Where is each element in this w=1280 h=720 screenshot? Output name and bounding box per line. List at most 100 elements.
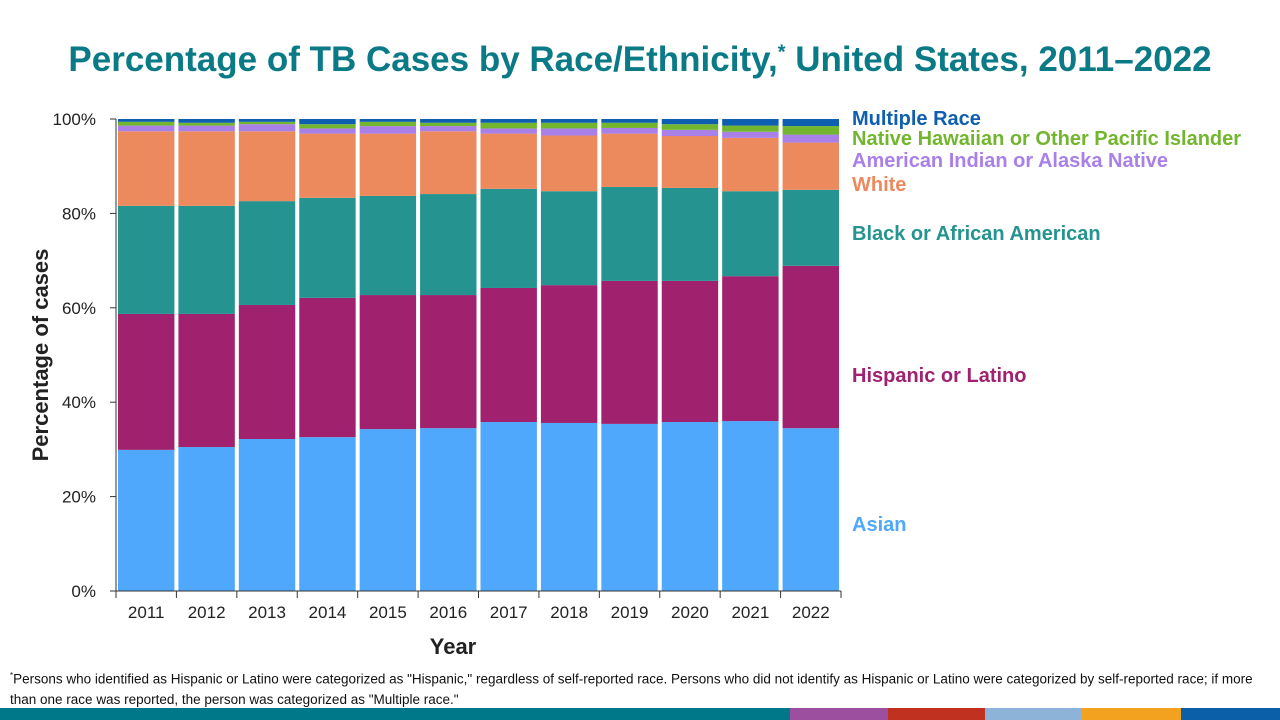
title-suffix: United States, 2011–2022 — [785, 40, 1212, 79]
y-tick-label: 80% — [62, 204, 96, 223]
bar-segment — [782, 134, 839, 143]
bar-segment — [359, 295, 417, 430]
bar-segment — [359, 121, 417, 127]
bar-segment — [420, 131, 477, 195]
bar-segment — [540, 119, 598, 123]
bar-segment — [238, 124, 296, 132]
bar-segment — [722, 137, 779, 192]
footer-bar-segment — [0, 708, 790, 720]
bar-segment — [420, 119, 477, 123]
bar-segment — [540, 191, 598, 286]
bar-segment — [420, 428, 477, 591]
bar-segment — [178, 119, 235, 123]
bar-segment — [299, 133, 356, 198]
bar-segment — [299, 197, 356, 298]
bar-segment — [782, 189, 839, 266]
y-tick-label: 60% — [62, 299, 96, 318]
bar-segment — [420, 122, 477, 127]
bar-segment — [480, 128, 537, 134]
footnote-mark: * — [10, 671, 14, 680]
footer-bar-segment — [985, 708, 1082, 720]
bar-segment — [420, 295, 477, 429]
bar-segment — [118, 313, 175, 450]
bar-segment — [118, 205, 175, 314]
x-tick-label: 2022 — [792, 603, 830, 622]
bar-segment — [238, 201, 296, 305]
x-axis-title: Year — [430, 634, 477, 659]
title-text: Percentage of TB Cases by Race/Ethnicity… — [68, 40, 778, 79]
footer-color-bar — [0, 708, 1280, 720]
legend-label: Asian — [852, 514, 906, 536]
bar-segment — [722, 131, 779, 138]
footnote: *Persons who identified as Hispanic or L… — [10, 666, 1275, 710]
x-tick-label: 2020 — [671, 603, 709, 622]
bar-segment — [722, 125, 779, 132]
bar-segment — [178, 131, 235, 206]
bar-segment — [540, 422, 598, 591]
y-tick-label: 100% — [53, 110, 96, 129]
bar-segment — [420, 194, 477, 296]
x-tick-label: 2019 — [611, 603, 649, 622]
bar-segment — [118, 119, 175, 122]
bar-segment — [601, 133, 658, 187]
title-footnote-mark: * — [777, 41, 786, 64]
x-tick-label: 2013 — [248, 603, 286, 622]
bar-segment — [661, 124, 719, 130]
bar-segment — [480, 188, 537, 288]
bar-segment — [601, 119, 658, 123]
x-tick-label: 2017 — [490, 603, 528, 622]
x-tick-label: 2016 — [429, 603, 467, 622]
bar-segment — [661, 280, 719, 423]
bar-segment — [118, 449, 175, 591]
footer-bar-segment — [1181, 708, 1280, 720]
bar-segment — [178, 125, 235, 132]
bar-segment — [661, 422, 719, 591]
bar-segment — [601, 122, 658, 128]
bar-segment — [238, 439, 296, 591]
legend-label: Black or African American — [852, 223, 1101, 245]
legend-label: Multiple Race — [852, 108, 981, 130]
bar-segment — [480, 119, 537, 123]
bar-segment — [540, 135, 598, 192]
bar-segment — [238, 304, 296, 440]
x-tick-label: 2021 — [731, 603, 769, 622]
bar-segment — [178, 122, 235, 126]
bar-segment — [661, 129, 719, 136]
footer-bar-segment — [790, 708, 888, 720]
legend-label: Native Hawaiian or Other Pacific Islande… — [852, 128, 1241, 150]
bar-segment — [722, 119, 779, 126]
footnote-text: Persons who identified as Hispanic or La… — [10, 671, 1253, 707]
bar-segment — [480, 133, 537, 189]
footer-bar-segment — [888, 708, 985, 720]
bar-segment — [540, 122, 598, 129]
footer-bar-segment — [1082, 708, 1181, 720]
bar-segment — [118, 125, 175, 132]
bar-segment — [118, 131, 175, 206]
bar-segment — [480, 422, 537, 591]
bar-segment — [118, 121, 175, 126]
bar-segment — [661, 119, 719, 125]
y-tick-label: 40% — [62, 393, 96, 412]
bar-segment — [238, 131, 296, 202]
legend-label: American Indian or Alaska Native — [852, 150, 1168, 172]
legend-label: White — [852, 174, 906, 196]
x-tick-label: 2018 — [550, 603, 588, 622]
bar-segment — [299, 128, 356, 134]
bar-segment — [540, 285, 598, 423]
bar-segment — [420, 126, 477, 132]
bar-segment — [359, 429, 417, 591]
bar-segment — [722, 421, 779, 591]
bar-segment — [238, 119, 296, 122]
x-tick-label: 2015 — [369, 603, 407, 622]
y-tick-label: 0% — [71, 582, 96, 601]
bar-segment — [178, 447, 235, 591]
bar-segment — [480, 122, 537, 129]
bar-segment — [238, 121, 296, 125]
bar-segment — [661, 187, 719, 281]
bar-segment — [359, 195, 417, 296]
chart-title: Percentage of TB Cases by Race/Ethnicity… — [0, 40, 1280, 80]
bar-segment — [722, 276, 779, 422]
bar-segment — [722, 191, 779, 277]
bar-segment — [601, 186, 658, 281]
bar-segment — [299, 437, 356, 591]
